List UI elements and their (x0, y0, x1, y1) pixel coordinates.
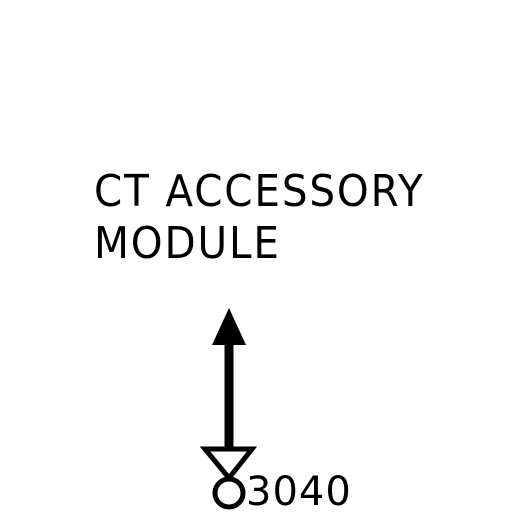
module-label-line-1: CT ACCESSORY (94, 166, 425, 217)
callout-triangle-marker (199, 446, 258, 482)
callout-number: 3040 (246, 469, 352, 512)
module-label-line-2: MODULE (94, 218, 281, 269)
arrow-head (212, 308, 246, 345)
callout-circle-marker (212, 476, 246, 510)
module-label: CT ACCESSORY MODULE (94, 166, 425, 270)
